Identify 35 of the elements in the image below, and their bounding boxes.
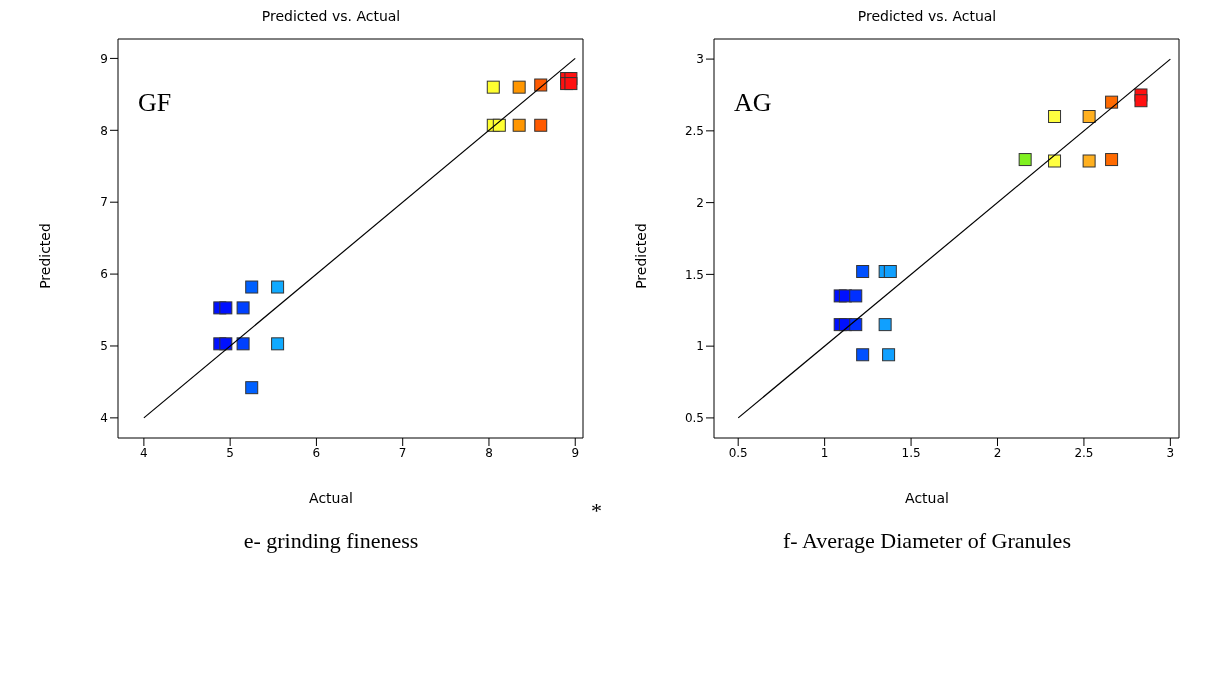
y-tick-label: 5 [100,339,108,354]
x-tick-label: 7 [398,445,407,460]
y-tick-label: 3 [696,52,704,67]
x-tick-label: 2 [993,445,1002,460]
text: * [591,498,602,524]
x-tick-label: 9 [571,445,580,460]
x-tick-label: 8 [485,445,493,460]
chart-title: Predicted vs. Actual [856,8,998,24]
x-tick-label: 2.5 [1074,445,1094,460]
chart-title: Predicted vs. Actual [260,8,402,24]
y-tick-label: 2 [696,195,704,210]
y-tick-label: 8 [100,123,108,138]
y-tick-label: 1.5 [684,267,704,282]
y-tick-label: 0.5 [684,411,704,426]
y-tick-label: 6 [100,267,108,282]
text: f- Average Diameter of Granules [782,528,1072,554]
x-tick-label: 3 [1166,445,1175,460]
x-tick-label: 1.5 [901,445,921,460]
text: e- grinding fineness [242,528,420,554]
annotation: GF [138,88,172,118]
annotation: AG [734,88,772,118]
y-tick-label: 4 [100,411,108,426]
y-axis-title: Predicted [36,223,53,289]
y-tick-label: 2.5 [684,124,704,139]
x-tick-label: 0.5 [728,445,748,460]
y-tick-label: 9 [100,51,108,66]
y-tick-label: 1 [696,339,704,354]
y-tick-label: 7 [100,195,108,210]
y-axis-title: Predicted [632,223,649,289]
x-axis-title: Actual [904,490,950,506]
x-tick-label: 1 [820,445,829,460]
x-tick-label: 4 [140,445,148,460]
x-axis-title: Actual [308,490,354,506]
x-tick-label: 5 [226,445,234,460]
x-tick-label: 6 [312,445,321,460]
